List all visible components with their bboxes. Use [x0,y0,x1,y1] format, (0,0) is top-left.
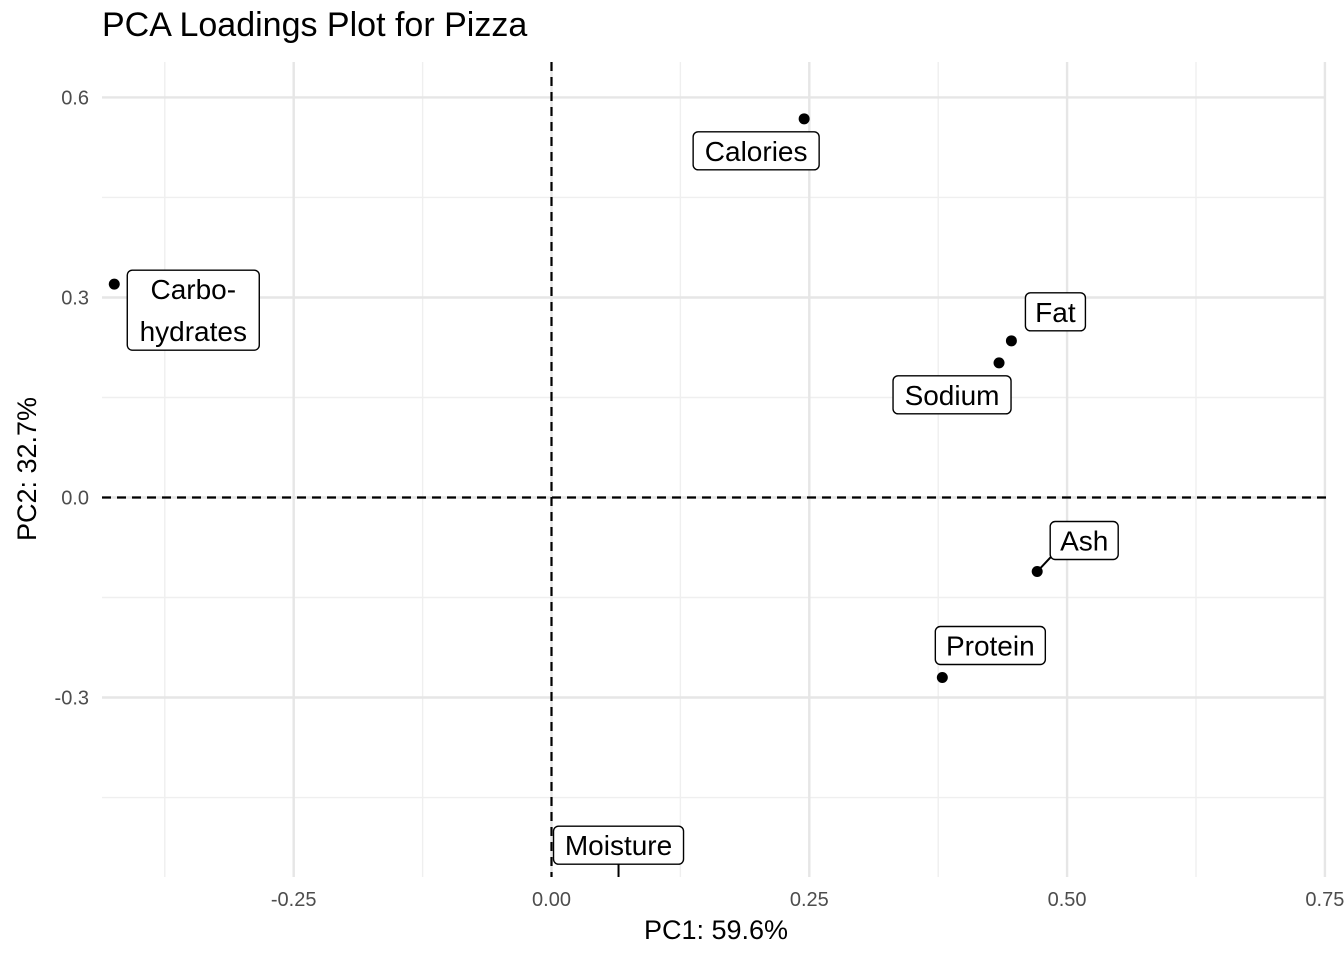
reference-lines [102,62,1326,877]
loading-points: Calories Carbo-hydrates Fat Sodium Ash Protei… [108,113,1119,877]
label-box-protein [934,625,1047,666]
label-box-calories [692,131,820,171]
grid-lines [102,62,1327,877]
x-tick-label: 0.00 [532,889,571,911]
x-tick-label: -0.25 [271,889,317,911]
point-sodium [993,357,1005,369]
label-text-fat: Fat [1035,297,1076,328]
label-box-moisture [552,825,685,865]
y-tick-label: 0.6 [61,87,89,109]
chart-title: PCA Loadings Plot for Pizza [102,6,528,44]
label-text-carbohydrates: hydrates [140,316,247,347]
x-tick-label: 0.75 [1305,889,1344,911]
label-box-sodium [892,375,1012,415]
y-tick-label: 0.3 [61,287,89,309]
label-text-carbohydrates: Carbo- [150,274,236,305]
tick-labels: -0.25 0.00 0.25 0.50 0.75 -0.3 0.0 0.3 0.6 [55,87,1344,911]
label-text-sodium: Sodium [905,380,1000,411]
point-ash [1031,566,1043,578]
point-fat [1005,335,1017,347]
y-axis-title: PC2: 32.7% [12,397,42,541]
y-tick-label: -0.3 [55,688,89,710]
y-tick-label: 0.0 [61,488,89,510]
x-tick-label: 0.50 [1048,889,1087,911]
x-tick-label: 0.25 [790,889,829,911]
label-text-ash: Ash [1060,526,1108,557]
label-box-fat [1024,292,1087,332]
point-calories [798,113,810,125]
x-axis-title: PC1: 59.6% [644,915,788,945]
point-carbohydrates [108,278,120,290]
label-box-ash [1049,520,1119,561]
label-text-calories: Calories [705,136,808,167]
label-text-moisture: Moisture [565,830,672,861]
label-text-protein: Protein [946,631,1035,662]
point-protein [936,672,948,684]
label-box-carbohydrates [126,269,260,351]
